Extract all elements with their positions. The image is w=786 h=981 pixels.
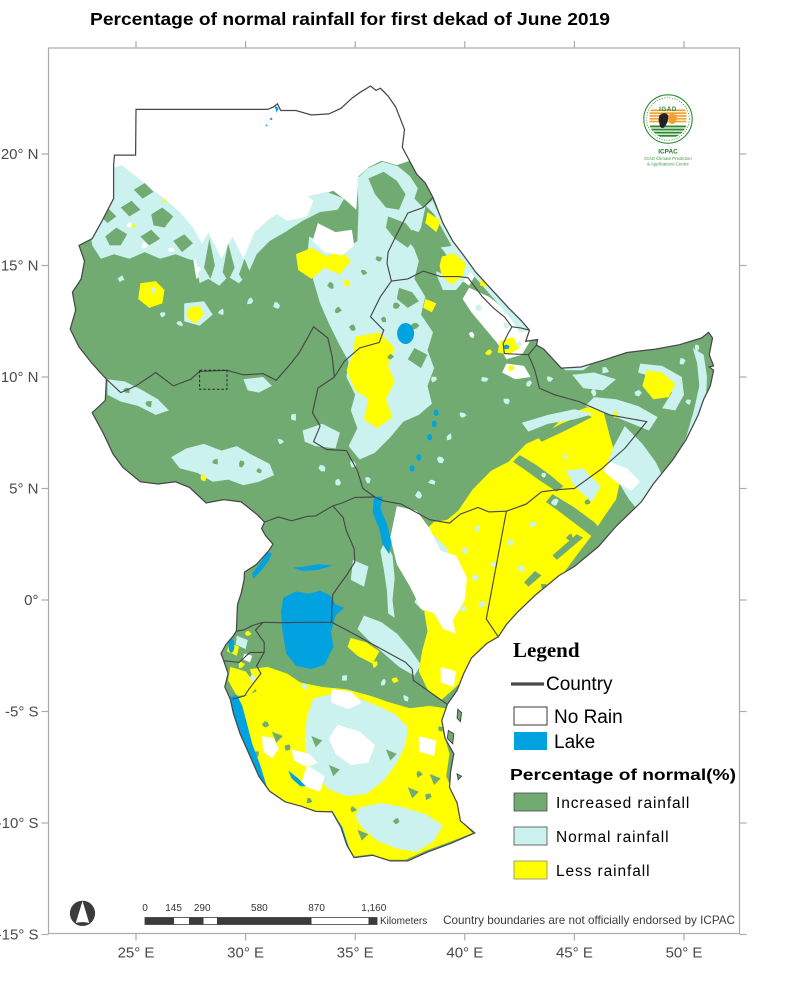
svg-text:40° E: 40° E [446, 945, 483, 962]
svg-text:50° E: 50° E [666, 945, 703, 962]
svg-text:-10° S: -10° S [0, 815, 39, 832]
svg-text:& Applications Centre: & Applications Centre [647, 162, 690, 167]
svg-text:-5° S: -5° S [5, 704, 39, 721]
svg-text:Kilometers: Kilometers [380, 916, 427, 927]
svg-text:Lake: Lake [554, 732, 595, 753]
svg-text:ICPAC: ICPAC [658, 149, 678, 156]
svg-text:Percentage of normal rainfall: Percentage of normal rainfall for first … [90, 9, 610, 29]
svg-text:145: 145 [165, 903, 182, 914]
svg-text:290: 290 [194, 903, 211, 914]
svg-text:35° E: 35° E [337, 945, 374, 962]
svg-text:-15° S: -15° S [0, 927, 39, 944]
svg-text:IGAD: IGAD [659, 106, 677, 113]
svg-text:0°: 0° [24, 592, 38, 609]
svg-text:45° E: 45° E [556, 945, 593, 962]
svg-text:No Rain: No Rain [554, 707, 623, 728]
svg-text:0: 0 [142, 903, 148, 914]
svg-text:Normal rainfall: Normal rainfall [556, 829, 669, 846]
svg-text:15° N: 15° N [1, 258, 39, 275]
svg-text:580: 580 [251, 903, 268, 914]
svg-text:IGAD Climate Prediction: IGAD Climate Prediction [644, 156, 692, 161]
svg-text:5° N: 5° N [9, 481, 38, 498]
svg-text:1,160: 1,160 [361, 903, 386, 914]
svg-text:Country boundaries are not off: Country boundaries are not officially en… [443, 914, 735, 927]
svg-text:Less rainfall: Less rainfall [556, 863, 650, 880]
svg-text:Increased rainfall: Increased rainfall [556, 795, 690, 812]
svg-text:30° E: 30° E [227, 945, 264, 962]
svg-text:20° N: 20° N [1, 146, 39, 163]
svg-text:Legend: Legend [513, 638, 580, 662]
svg-text:10° N: 10° N [1, 369, 39, 386]
svg-text:870: 870 [308, 903, 325, 914]
svg-text:25° E: 25° E [118, 945, 155, 962]
svg-text:Country: Country [546, 674, 613, 695]
svg-text:Percentage of normal(%): Percentage of normal(%) [510, 767, 736, 784]
